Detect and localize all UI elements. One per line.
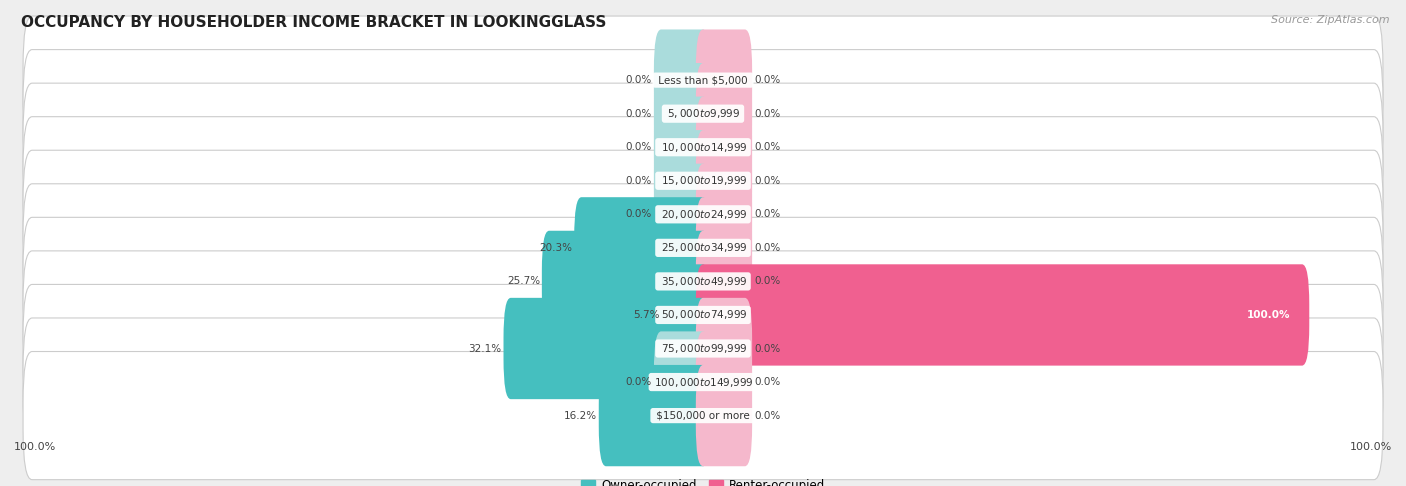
Text: $35,000 to $49,999: $35,000 to $49,999 [658,275,748,288]
FancyBboxPatch shape [599,365,710,466]
FancyBboxPatch shape [541,231,710,332]
FancyBboxPatch shape [696,130,752,231]
Text: OCCUPANCY BY HOUSEHOLDER INCOME BRACKET IN LOOKINGGLASS: OCCUPANCY BY HOUSEHOLDER INCOME BRACKET … [21,15,606,30]
Text: Less than $5,000: Less than $5,000 [655,75,751,85]
FancyBboxPatch shape [22,184,1384,312]
FancyBboxPatch shape [654,130,710,231]
FancyBboxPatch shape [22,83,1384,211]
Text: $20,000 to $24,999: $20,000 to $24,999 [658,208,748,221]
Text: 100.0%: 100.0% [1247,310,1291,320]
FancyBboxPatch shape [654,30,710,131]
Text: 0.0%: 0.0% [626,176,652,186]
FancyBboxPatch shape [574,197,710,298]
Text: 0.0%: 0.0% [754,209,780,219]
FancyBboxPatch shape [662,264,710,365]
FancyBboxPatch shape [696,298,752,399]
Text: 100.0%: 100.0% [1350,442,1392,452]
Text: 32.1%: 32.1% [468,344,502,353]
Text: 5.7%: 5.7% [633,310,659,320]
Text: $10,000 to $14,999: $10,000 to $14,999 [658,141,748,154]
Text: 0.0%: 0.0% [626,209,652,219]
Text: 0.0%: 0.0% [754,243,780,253]
FancyBboxPatch shape [696,164,752,265]
Text: 100.0%: 100.0% [14,442,56,452]
FancyBboxPatch shape [696,264,1309,365]
Text: 0.0%: 0.0% [754,142,780,152]
Text: 0.0%: 0.0% [626,109,652,119]
FancyBboxPatch shape [22,351,1384,480]
FancyBboxPatch shape [22,284,1384,413]
Text: 16.2%: 16.2% [564,411,598,420]
Text: $100,000 to $149,999: $100,000 to $149,999 [651,376,755,388]
Text: 0.0%: 0.0% [754,411,780,420]
Text: 0.0%: 0.0% [754,176,780,186]
FancyBboxPatch shape [22,50,1384,178]
Text: 0.0%: 0.0% [754,109,780,119]
Text: 0.0%: 0.0% [754,75,780,85]
FancyBboxPatch shape [22,251,1384,379]
FancyBboxPatch shape [22,16,1384,144]
Text: 25.7%: 25.7% [508,277,540,286]
Text: $75,000 to $99,999: $75,000 to $99,999 [658,342,748,355]
FancyBboxPatch shape [696,331,752,433]
Text: 0.0%: 0.0% [626,377,652,387]
FancyBboxPatch shape [654,164,710,265]
Text: $150,000 or more: $150,000 or more [652,411,754,420]
Text: 0.0%: 0.0% [754,344,780,353]
FancyBboxPatch shape [22,217,1384,346]
FancyBboxPatch shape [696,365,752,466]
FancyBboxPatch shape [503,298,710,399]
Text: $50,000 to $74,999: $50,000 to $74,999 [658,309,748,321]
Text: 20.3%: 20.3% [540,243,572,253]
Legend: Owner-occupied, Renter-occupied: Owner-occupied, Renter-occupied [581,479,825,486]
Text: $15,000 to $19,999: $15,000 to $19,999 [658,174,748,187]
FancyBboxPatch shape [22,150,1384,278]
Text: 0.0%: 0.0% [754,377,780,387]
FancyBboxPatch shape [22,117,1384,245]
FancyBboxPatch shape [696,197,752,298]
Text: Source: ZipAtlas.com: Source: ZipAtlas.com [1271,15,1389,25]
FancyBboxPatch shape [696,231,752,332]
FancyBboxPatch shape [22,318,1384,446]
Text: $25,000 to $34,999: $25,000 to $34,999 [658,242,748,254]
FancyBboxPatch shape [696,63,752,164]
Text: 0.0%: 0.0% [626,142,652,152]
FancyBboxPatch shape [654,331,710,433]
Text: 0.0%: 0.0% [754,277,780,286]
Text: $5,000 to $9,999: $5,000 to $9,999 [665,107,741,120]
FancyBboxPatch shape [654,63,710,164]
FancyBboxPatch shape [654,97,710,198]
Text: 0.0%: 0.0% [626,75,652,85]
FancyBboxPatch shape [696,30,752,131]
FancyBboxPatch shape [696,97,752,198]
